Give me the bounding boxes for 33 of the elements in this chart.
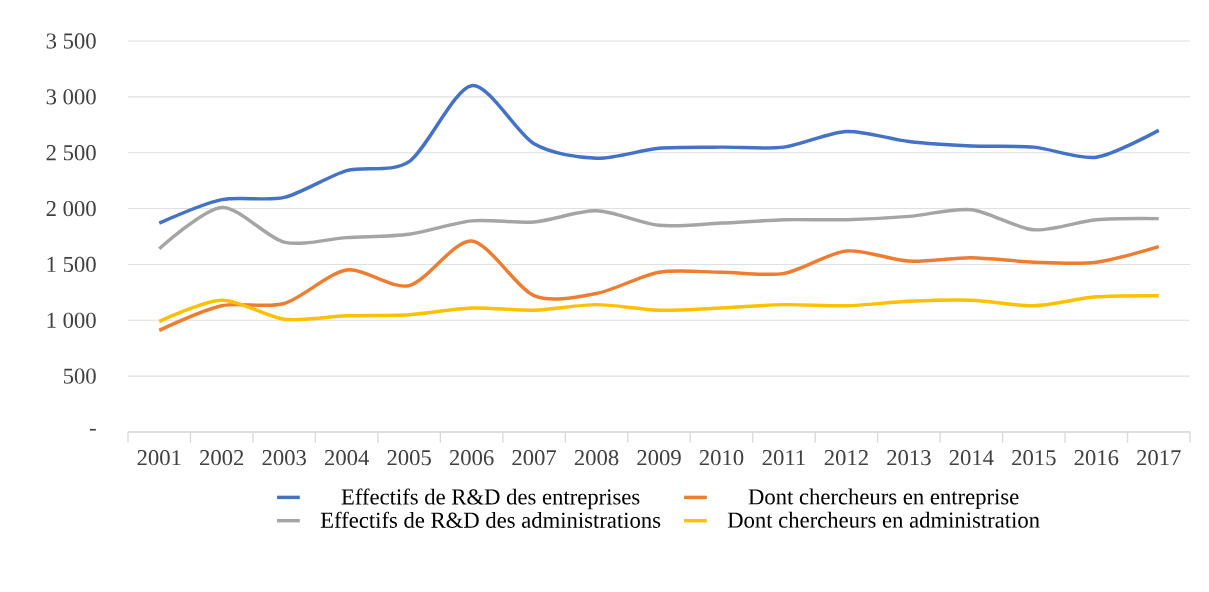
x-tick-label: 2009: [637, 450, 681, 466]
x-tick-label: 2011: [762, 450, 805, 466]
x-tick-label: 2007: [512, 450, 557, 466]
y-tick-label: 3 000: [46, 89, 96, 105]
line-series: [157, 293, 1161, 324]
line-series: [157, 205, 1161, 251]
y-tick-label: 3 500: [46, 33, 96, 49]
y-tick-label: -: [89, 428, 96, 431]
y-tick-label: 1 000: [47, 312, 96, 328]
legend-label: Dont chercheurs en entreprise: [748, 488, 1019, 510]
legend-label: Dont chercheurs en administration: [727, 511, 1040, 528]
x-tick-label: 2017: [1137, 450, 1181, 466]
x-tick-label: 2014: [949, 450, 994, 466]
line-series: [157, 239, 1161, 333]
x-tick-label: 2006: [449, 450, 494, 466]
x-tick-label: 2003: [262, 450, 306, 466]
legend-label: Effectifs de R&D des administrations: [320, 511, 661, 528]
legend-label: Effectifs de R&D des entreprises: [341, 488, 640, 510]
x-tick-label: 2013: [887, 450, 931, 466]
x-tick-label: 2010: [699, 450, 744, 466]
x-tick-label: 2001: [137, 450, 181, 466]
y-tick-label: 2 500: [46, 145, 96, 161]
y-tick-label: 1 500: [47, 256, 96, 273]
x-tick-label: 2008: [574, 450, 619, 466]
x-tick-label: 2004: [325, 450, 369, 466]
x-tick-label: 2005: [387, 450, 431, 466]
y-tick-label: 2 000: [46, 200, 96, 217]
line-series: [157, 83, 1161, 225]
x-tick-label: 2015: [1012, 450, 1056, 466]
x-tick-label: 2016: [1074, 450, 1119, 466]
x-tick-label: 2012: [824, 450, 868, 466]
y-tick-label: 500: [63, 368, 96, 384]
x-tick-label: 2002: [200, 450, 244, 466]
